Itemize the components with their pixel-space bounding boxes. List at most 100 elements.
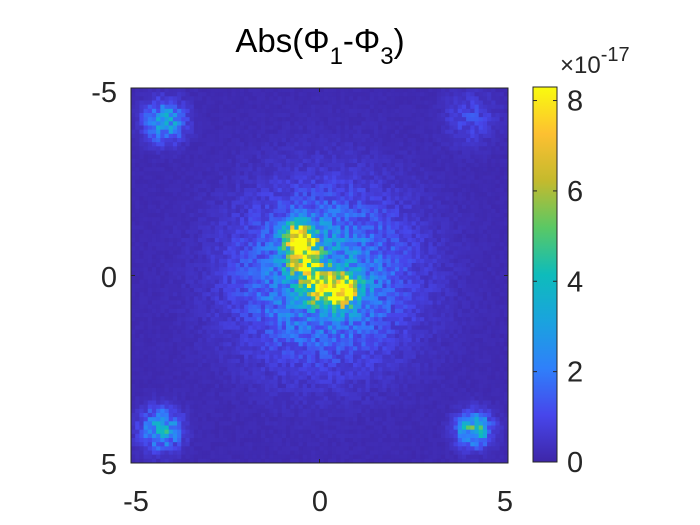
heatmap-cell bbox=[503, 221, 509, 226]
heatmap-cell bbox=[218, 279, 224, 285]
heatmap-cell bbox=[231, 125, 237, 131]
heatmap-cell bbox=[394, 108, 400, 114]
heatmap-cell bbox=[369, 138, 375, 143]
heatmap-cell bbox=[466, 213, 471, 218]
heatmap-cell bbox=[474, 258, 480, 264]
heatmap-cell bbox=[218, 204, 224, 210]
heatmap-cell bbox=[386, 183, 392, 189]
heatmap-cell bbox=[474, 104, 480, 110]
heatmap-cell bbox=[466, 138, 471, 143]
heatmap-cell bbox=[306, 129, 312, 135]
heatmap-cell bbox=[457, 283, 463, 289]
heatmap-cell bbox=[160, 242, 165, 247]
heatmap-cell bbox=[386, 258, 392, 264]
heatmap-cell bbox=[193, 292, 199, 297]
heatmap-cell bbox=[327, 100, 333, 106]
heatmap-cell bbox=[277, 167, 283, 172]
heatmap-cell bbox=[131, 217, 136, 222]
heatmap-cell bbox=[206, 267, 211, 272]
heatmap-cell bbox=[445, 308, 450, 314]
heatmap-cell bbox=[386, 146, 392, 151]
heatmap-cell bbox=[273, 225, 279, 231]
heatmap-cell bbox=[495, 179, 501, 185]
heatmap-cell bbox=[495, 275, 501, 281]
heatmap-cell bbox=[353, 146, 358, 151]
heatmap-cell bbox=[348, 125, 354, 131]
heatmap-cell bbox=[311, 196, 316, 201]
heatmap-cell bbox=[348, 313, 354, 318]
heatmap-cell bbox=[357, 238, 362, 243]
heatmap-cell bbox=[311, 200, 316, 206]
heatmap-cell bbox=[361, 296, 366, 301]
heatmap-cell bbox=[327, 300, 333, 306]
heatmap-cell bbox=[332, 158, 337, 164]
heatmap-cell bbox=[265, 254, 270, 260]
heatmap-cell bbox=[151, 213, 157, 218]
heatmap-cell bbox=[252, 158, 258, 164]
heatmap-cell bbox=[260, 192, 266, 197]
heatmap-cell bbox=[168, 233, 174, 239]
heatmap-cell bbox=[306, 296, 312, 301]
heatmap-cell bbox=[415, 121, 421, 126]
heatmap-cell bbox=[160, 96, 165, 101]
heatmap-cell bbox=[478, 88, 484, 93]
heatmap-cell bbox=[428, 238, 433, 243]
heatmap-cell bbox=[353, 238, 358, 243]
heatmap-cell bbox=[415, 196, 421, 201]
heatmap-cell bbox=[290, 208, 295, 214]
heatmap-cell bbox=[449, 279, 454, 285]
heatmap-cell bbox=[311, 275, 316, 281]
heatmap-cell bbox=[198, 233, 203, 239]
heatmap-cell bbox=[156, 175, 161, 181]
heatmap-cell bbox=[466, 267, 471, 272]
heatmap-cell bbox=[177, 279, 182, 285]
heatmap-cell bbox=[185, 108, 191, 114]
heatmap-cell bbox=[424, 304, 429, 310]
heatmap-cell bbox=[218, 179, 224, 185]
heatmap-cell bbox=[231, 279, 237, 285]
heatmap-cell bbox=[172, 175, 178, 181]
heatmap-cell bbox=[164, 204, 170, 210]
heatmap-cell bbox=[265, 213, 270, 218]
heatmap-cell bbox=[336, 100, 341, 106]
heatmap-cell bbox=[353, 267, 358, 272]
heatmap-cell bbox=[495, 279, 501, 285]
heatmap-cell bbox=[436, 238, 442, 243]
heatmap-cell bbox=[394, 129, 400, 135]
heatmap-cell bbox=[474, 113, 480, 118]
heatmap-cell bbox=[265, 142, 270, 147]
heatmap-cell bbox=[206, 104, 211, 110]
heatmap-cell bbox=[432, 213, 438, 218]
heatmap-cell bbox=[298, 263, 304, 268]
heatmap-cell bbox=[378, 246, 383, 251]
heatmap-cell bbox=[470, 92, 475, 97]
heatmap-cell bbox=[394, 263, 400, 268]
heatmap-cell bbox=[185, 271, 191, 276]
heatmap-cell bbox=[164, 300, 170, 306]
heatmap-cell bbox=[487, 138, 492, 143]
heatmap-cell bbox=[202, 125, 207, 131]
heatmap-cell bbox=[147, 100, 153, 106]
heatmap-cell bbox=[378, 229, 383, 235]
heatmap-cell bbox=[436, 142, 442, 147]
heatmap-cell bbox=[348, 88, 354, 93]
heatmap-cell bbox=[461, 142, 467, 147]
heatmap-cell bbox=[487, 171, 492, 176]
heatmap-cell bbox=[361, 146, 366, 151]
heatmap-cell bbox=[453, 175, 459, 181]
heatmap-cell bbox=[181, 133, 186, 139]
heatmap-cell bbox=[193, 317, 199, 322]
heatmap-cell bbox=[290, 271, 295, 276]
heatmap-cell bbox=[445, 271, 450, 276]
heatmap-cell bbox=[420, 167, 425, 172]
heatmap-cell bbox=[147, 246, 153, 251]
heatmap-cell bbox=[319, 154, 325, 160]
heatmap-cell bbox=[495, 129, 501, 135]
heatmap-cell bbox=[499, 158, 505, 164]
heatmap-cell bbox=[239, 104, 245, 110]
heatmap-cell bbox=[340, 217, 346, 222]
heatmap-cell bbox=[445, 213, 450, 218]
heatmap-cell bbox=[336, 238, 341, 243]
heatmap-cell bbox=[503, 171, 509, 176]
heatmap-cell bbox=[302, 242, 308, 247]
